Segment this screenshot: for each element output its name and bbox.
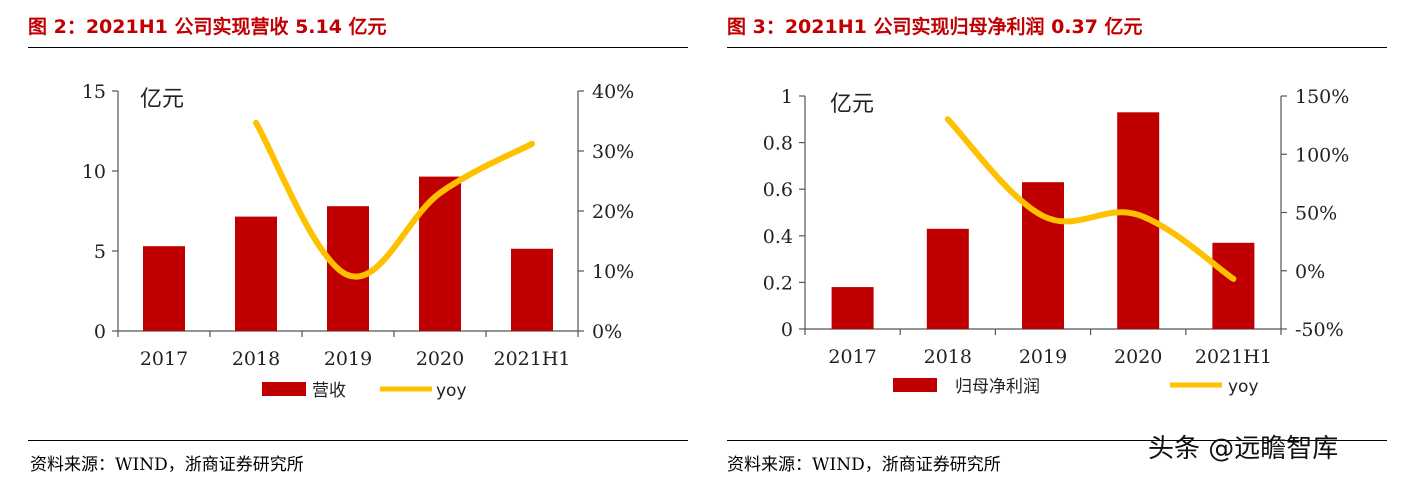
left-tick-label: 0.8 <box>763 133 793 155</box>
bar-2020 <box>419 176 461 331</box>
x-tick-label: 2021H1 <box>493 348 570 370</box>
right-tick-label: 100% <box>1295 144 1349 166</box>
left-tick-label: 15 <box>82 81 106 103</box>
left-tick-label: 0.6 <box>763 179 793 201</box>
right-tick-label: 20% <box>592 201 634 223</box>
right-tick-label: -50% <box>1295 319 1344 341</box>
unit-label: 亿元 <box>830 92 874 117</box>
legend-bar-label: 营收 <box>312 381 346 401</box>
x-tick-label: 2021H1 <box>1195 346 1272 368</box>
x-tick-label: 2018 <box>232 348 280 370</box>
x-tick-label: 2017 <box>140 348 188 370</box>
x-tick-label: 2018 <box>924 346 972 368</box>
left-tick-label: 5 <box>94 241 106 263</box>
x-tick-label: 2020 <box>1114 346 1162 368</box>
legend-bar-swatch <box>893 378 937 392</box>
left-tick-label: 10 <box>82 161 106 183</box>
yoy-line <box>944 116 1237 282</box>
right-tick-label: 50% <box>1295 203 1337 225</box>
bar-2021H1 <box>511 248 553 331</box>
yoy-point <box>947 118 949 120</box>
left-tick-label: 0.4 <box>763 226 793 248</box>
x-tick-label: 2017 <box>828 346 876 368</box>
right-tick-label: 40% <box>592 81 634 103</box>
x-tick-label: 2019 <box>324 348 372 370</box>
x-tick-label: 2020 <box>416 348 464 370</box>
right-tick-label: 10% <box>592 261 634 283</box>
left-tick-label: 0.2 <box>763 272 793 294</box>
yoy-line <box>253 119 535 280</box>
figure-2-title: 图 2：2021H1 公司实现营收 5.14 亿元 <box>28 16 387 38</box>
legend-line-label: yoy <box>1228 377 1259 397</box>
yoy-point <box>439 192 441 194</box>
yoy-point <box>1137 214 1139 216</box>
figure-3-bottom-rule <box>727 440 1387 441</box>
figure-2-bottom-rule <box>28 440 688 441</box>
yoy-point <box>531 143 533 145</box>
x-tick-label: 2019 <box>1019 346 1067 368</box>
right-tick-label: 30% <box>592 141 634 163</box>
bar-2019 <box>327 206 369 331</box>
figure-2-top-rule <box>28 47 688 48</box>
legend-bar-label: 归母净利润 <box>955 377 1040 397</box>
unit-label: 亿元 <box>140 87 184 112</box>
bar-2018 <box>926 228 969 329</box>
legend-line-label: yoy <box>436 381 467 401</box>
left-tick-label: 0 <box>781 319 793 341</box>
figure-3-title: 图 3：2021H1 公司实现归母净利润 0.37 亿元 <box>727 16 1143 38</box>
legend: 归母净利润 yoy <box>893 377 1259 397</box>
yoy-point <box>255 122 257 124</box>
bar-2017 <box>831 287 874 329</box>
legend-bar-swatch <box>262 382 306 396</box>
chart-2: 0 5 10 15 0% 10% 20% 30% 40% 2017 2018 2019 2020 2021… <box>82 81 634 401</box>
legend: 营收 yoy <box>262 381 467 401</box>
bar-2017 <box>143 246 185 331</box>
right-tick-label: 150% <box>1295 86 1349 108</box>
yoy-point <box>347 274 349 276</box>
left-tick-label: 1 <box>781 86 793 108</box>
watermark: 头条 @远瞻智库 <box>1148 434 1339 464</box>
figure-3-source: 资料来源：WIND，浙商证券研究所 <box>727 455 1001 475</box>
bar-2018 <box>235 216 277 331</box>
yoy-point <box>1042 215 1044 217</box>
yoy-point <box>1232 278 1234 280</box>
left-tick-label: 0 <box>94 321 106 343</box>
figure-2-source: 资料来源：WIND，浙商证券研究所 <box>30 455 304 475</box>
chart-3: 0 0.2 0.4 0.6 0.8 1 -50% 0% 50% 100% 150% 2017 2018 2… <box>763 86 1350 397</box>
right-tick-label: 0% <box>592 321 622 343</box>
right-tick-label: 0% <box>1295 261 1325 283</box>
bar-2021H1 <box>1212 242 1255 329</box>
figure-3-top-rule <box>727 47 1387 48</box>
